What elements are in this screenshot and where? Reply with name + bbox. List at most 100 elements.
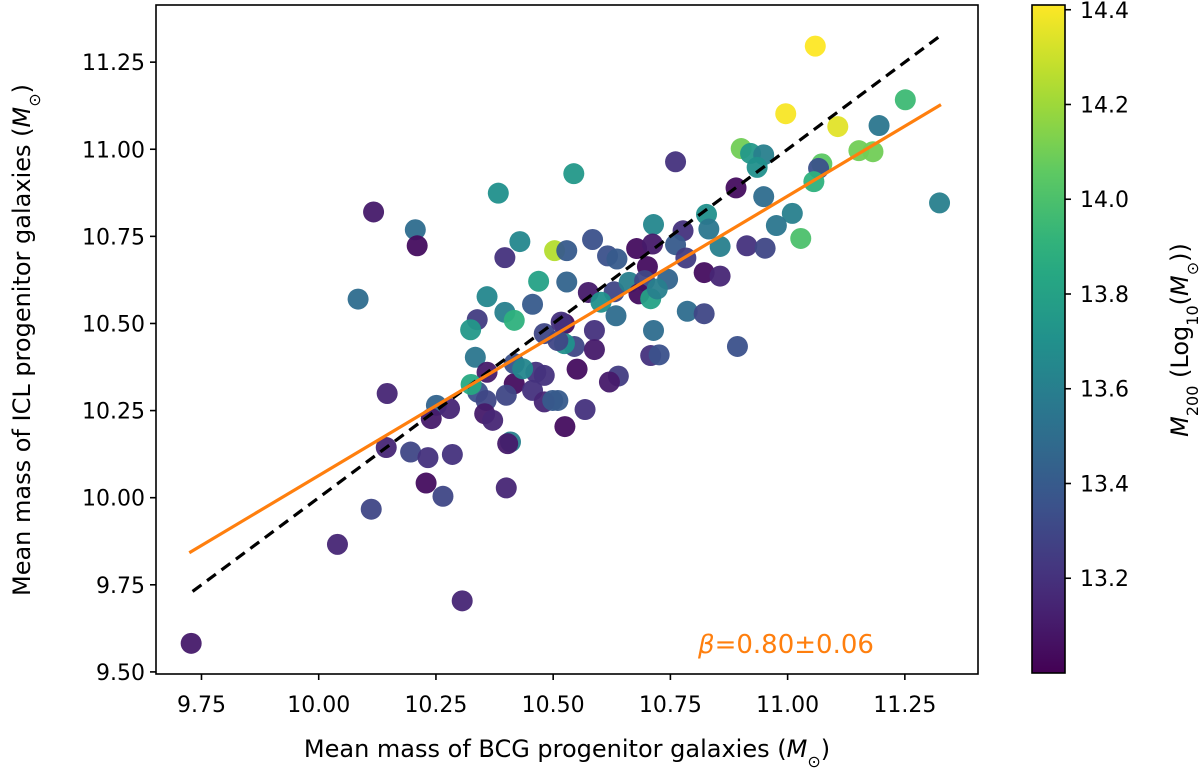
data-point	[643, 320, 664, 341]
x-axis-ticks: 9.75 10.00 10.25 10.50 10.75 11.00 11.25	[177, 674, 936, 718]
data-point	[649, 344, 670, 365]
data-point	[442, 444, 463, 465]
colorbar-tick-label: 13.6	[1080, 378, 1129, 403]
points-layer	[181, 36, 950, 654]
cbar-label-log: (Log	[1166, 326, 1194, 386]
colorbar-tick-label: 13.8	[1080, 283, 1129, 308]
data-point	[522, 294, 543, 315]
data-point	[775, 103, 796, 124]
x-tick-label: 9.75	[177, 693, 226, 718]
data-point	[377, 383, 398, 404]
data-point	[895, 89, 916, 110]
data-point	[348, 289, 369, 310]
cbar-label-sun: ⊙	[1183, 262, 1200, 275]
beta-value: =0.80±0.06	[715, 630, 874, 660]
colorbar-tick-label: 13.4	[1080, 472, 1129, 497]
x-tick-label: 11.00	[756, 693, 819, 718]
data-point	[496, 385, 517, 406]
colorbar-tick-label: 14.0	[1080, 188, 1129, 213]
data-point	[488, 183, 509, 204]
y-unit: M	[8, 106, 36, 127]
data-point	[929, 192, 950, 213]
data-point	[567, 359, 588, 380]
data-point	[647, 278, 668, 299]
data-point	[582, 229, 603, 250]
y-tick-label: 9.75	[96, 574, 145, 599]
x-unit-close: )	[821, 735, 830, 763]
data-point	[494, 247, 515, 268]
data-point	[575, 399, 596, 420]
cbar-label-m: M	[1166, 416, 1194, 437]
data-point	[497, 433, 518, 454]
colorbar-tick-label: 14.4	[1080, 0, 1129, 24]
data-point	[482, 410, 503, 431]
data-point	[407, 235, 428, 256]
data-point	[755, 238, 776, 259]
x-tick-label: 10.75	[639, 693, 702, 718]
data-point	[556, 272, 577, 293]
x-tick-label: 10.50	[522, 693, 585, 718]
cbar-label-unit: M	[1166, 275, 1194, 296]
data-point	[563, 163, 584, 184]
data-point	[606, 249, 627, 270]
cbar-label-unit-open: (	[1166, 296, 1194, 305]
data-point	[554, 416, 575, 437]
data-point	[606, 305, 627, 326]
x-tick-label: 11.25	[873, 693, 936, 718]
data-point	[512, 358, 533, 379]
cbar-label-10: 10	[1183, 305, 1200, 325]
y-tick-label: 9.50	[96, 661, 145, 686]
x-axis-label-text: Mean mass of BCG progenitor galaxies	[304, 735, 770, 763]
cbar-label-close: ))	[1166, 243, 1194, 262]
colorbar-ticks: 13.2 13.4 13.6 13.8 14.0 14.2 14.4	[1065, 0, 1129, 592]
data-point	[643, 214, 664, 235]
data-point	[805, 36, 826, 57]
x-tick-label: 10.25	[404, 693, 467, 718]
data-point	[753, 186, 774, 207]
y-unit-close: )	[8, 84, 36, 93]
data-point	[416, 473, 437, 494]
x-axis-label: Mean mass of BCG progenitor galaxies (M⊙…	[304, 735, 830, 771]
x-unit-sub: ⊙	[807, 752, 820, 771]
colorbar-tick-label: 13.2	[1080, 567, 1129, 592]
data-point	[599, 372, 620, 393]
y-tick-label: 10.75	[82, 225, 145, 250]
data-point	[361, 499, 382, 520]
x-unit: M	[787, 735, 808, 763]
data-point	[496, 477, 517, 498]
data-point	[736, 235, 757, 256]
colorbar: 13.213.413.613.814.014.214.4 M200 (Log10…	[1032, 0, 1200, 673]
y-unit-open: (	[8, 127, 36, 144]
data-point	[665, 151, 686, 172]
data-point	[584, 320, 605, 341]
y-tick-label: 11.25	[82, 51, 145, 76]
data-point	[363, 201, 384, 222]
y-axis-label-text: Mean mass of ICL progenitor galaxies	[8, 144, 36, 596]
cbar-label-200: 200	[1183, 386, 1200, 417]
data-point	[869, 115, 890, 136]
x-tick-label: 10.00	[287, 693, 350, 718]
data-point	[452, 590, 473, 611]
y-unit-sub: ⊙	[25, 93, 44, 106]
colorbar-label: M200 (Log10(M⊙))	[1166, 243, 1200, 437]
y-axis-label: Mean mass of ICL progenitor galaxies (M⊙…	[8, 84, 44, 596]
y-tick-label: 10.25	[82, 400, 145, 425]
data-point	[694, 303, 715, 324]
y-tick-label: 10.50	[82, 312, 145, 337]
data-point	[727, 336, 748, 357]
data-point	[790, 228, 811, 249]
colorbar-tick-label: 14.2	[1080, 93, 1129, 118]
data-point	[432, 486, 453, 507]
data-point	[477, 286, 498, 307]
beta-symbol: β	[697, 630, 715, 660]
data-point	[542, 390, 563, 411]
data-point	[556, 240, 577, 261]
x-unit-open: (	[770, 735, 787, 763]
data-point	[417, 447, 438, 468]
data-point	[509, 231, 530, 252]
y-tick-label: 11.00	[82, 138, 145, 163]
data-point	[504, 310, 525, 331]
data-point	[584, 339, 605, 360]
